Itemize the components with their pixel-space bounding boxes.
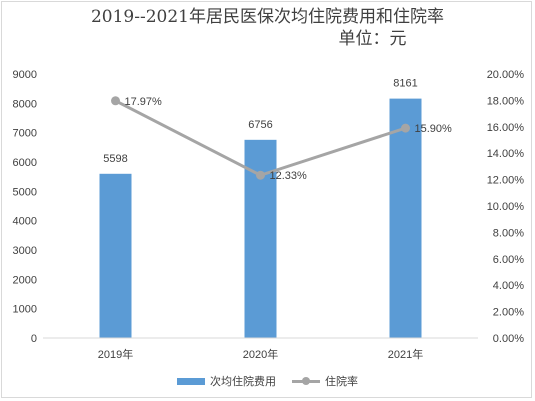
line-series: 17.97% 12.33% 15.90% bbox=[111, 96, 452, 182]
line-point bbox=[256, 170, 265, 180]
right-tick-label: 8.00% bbox=[493, 227, 524, 239]
right-tick-label: 16.00% bbox=[487, 122, 525, 134]
right-tick-label: 14.00% bbox=[487, 148, 525, 160]
category-label: 2020年 bbox=[243, 347, 278, 361]
category-label: 2021年 bbox=[388, 347, 423, 361]
line-data-label: 15.90% bbox=[415, 123, 453, 135]
right-axis: 0.00% 2.00% 4.00% 6.00% 8.00% 10.00% 12.00% 14.… bbox=[487, 69, 525, 345]
left-tick-label: 6000 bbox=[13, 157, 37, 169]
chart-title: 2019--2021年居民医保次均住院费用和住院率 单位：元 bbox=[0, 6, 535, 54]
left-tick-label: 9000 bbox=[13, 69, 37, 81]
left-tick-label: 2000 bbox=[13, 274, 37, 286]
left-tick-label: 1000 bbox=[13, 304, 37, 316]
right-tick-label: 2.00% bbox=[493, 307, 524, 319]
legend-item-cost: 次均住院费用 bbox=[177, 373, 276, 389]
left-tick-label: 0 bbox=[31, 333, 37, 345]
line-point bbox=[111, 96, 120, 106]
bar bbox=[389, 98, 422, 339]
right-tick-label: 12.00% bbox=[487, 175, 525, 187]
left-tick-label: 4000 bbox=[13, 216, 37, 228]
chart-title-line1: 2019--2021年居民医保次均住院费用和住院率 bbox=[90, 7, 444, 27]
right-tick-label: 4.00% bbox=[493, 280, 524, 292]
bar-data-label: 8161 bbox=[393, 78, 417, 90]
right-tick-label: 0.00% bbox=[493, 333, 524, 345]
bar-series: 5598 6756 8161 bbox=[99, 78, 422, 339]
right-tick-label: 10.00% bbox=[487, 201, 525, 213]
left-tick-label: 8000 bbox=[13, 98, 37, 110]
category-label: 2019年 bbox=[98, 347, 133, 361]
line-point bbox=[401, 123, 410, 133]
left-axis: 0 1000 2000 3000 4000 5000 6000 7000 8000 9000 bbox=[13, 69, 37, 345]
chart-title-unit: 单位：元 bbox=[338, 29, 407, 49]
left-tick-label: 7000 bbox=[13, 128, 37, 140]
left-tick-label: 3000 bbox=[13, 245, 37, 257]
x-axis: 2019年 2020年 2021年 bbox=[43, 337, 478, 361]
left-tick-label: 5000 bbox=[13, 186, 37, 198]
right-tick-label: 6.00% bbox=[493, 254, 524, 266]
bar-data-label: 6756 bbox=[248, 119, 272, 131]
legend-swatch-bar bbox=[177, 377, 205, 385]
legend: 次均住院费用 住院率 bbox=[0, 373, 535, 389]
legend-label-cost: 次均住院费用 bbox=[210, 376, 276, 388]
line-data-label: 12.33% bbox=[270, 170, 308, 182]
right-tick-label: 18.00% bbox=[487, 95, 525, 107]
bar-data-label: 5598 bbox=[103, 153, 127, 165]
legend-label-rate: 住院率 bbox=[325, 376, 358, 388]
bar bbox=[99, 173, 132, 338]
legend-item-rate: 住院率 bbox=[292, 373, 358, 389]
legend-swatch-line bbox=[292, 376, 320, 386]
line-data-label: 17.97% bbox=[125, 96, 163, 108]
right-tick-label: 20.00% bbox=[487, 69, 525, 81]
